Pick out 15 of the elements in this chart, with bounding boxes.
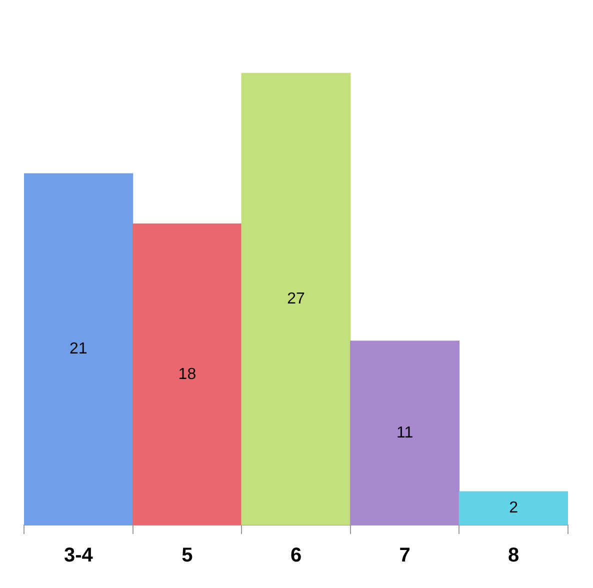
- x-tick-label: 8: [508, 544, 520, 567]
- bar: [24, 173, 134, 525]
- data-label: 18: [178, 366, 196, 383]
- data-label: 21: [70, 340, 88, 358]
- data-label: 2: [509, 500, 518, 517]
- x-tick-label: 7: [399, 544, 410, 567]
- x-tick-label: 3-4: [64, 544, 94, 567]
- bar: [132, 224, 242, 525]
- bar: [350, 340, 460, 525]
- data-label: 27: [287, 290, 305, 308]
- x-tick-label: 6: [290, 544, 302, 567]
- x-tick-label: 5: [182, 544, 193, 567]
- bar: [458, 491, 568, 525]
- data-label: 11: [396, 424, 414, 442]
- bar: [241, 72, 351, 525]
